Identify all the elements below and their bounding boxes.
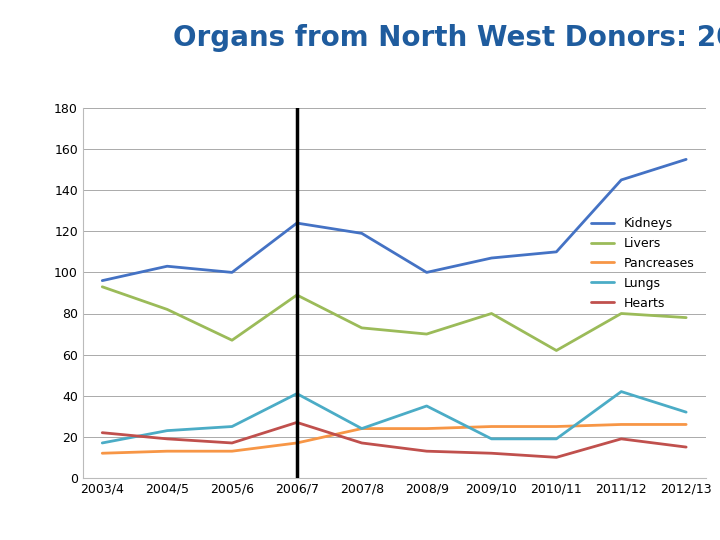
Pancreases [617,421,626,428]
Hearts [487,450,496,456]
Hearts [682,444,690,450]
Text: Organs from North West Donors: 2003-13: Organs from North West Donors: 2003-13 [173,24,720,52]
Lungs [228,423,236,430]
Hearts [228,440,236,446]
Livers [357,325,366,331]
Pancreases [487,423,496,430]
Text: 9: 9 [699,510,709,524]
Lungs [487,436,496,442]
Kidneys [423,269,431,275]
Lungs [552,436,561,442]
Hearts [292,419,301,426]
Pancreases [552,423,561,430]
Line: Hearts: Hearts [102,422,686,457]
Lungs [292,390,301,397]
Line: Livers: Livers [102,287,686,350]
Livers [617,310,626,317]
Lungs [98,440,107,446]
Pancreases [357,426,366,432]
Kidneys [292,220,301,226]
Text: Organ Donation Past, Present and Future: Organ Donation Past, Present and Future [11,510,366,524]
Kidneys [98,278,107,284]
Pancreases [423,426,431,432]
Line: Kidneys: Kidneys [102,159,686,281]
Pancreases [228,448,236,455]
Kidneys [357,230,366,237]
Livers [98,284,107,290]
Hearts [423,448,431,455]
Livers [552,347,561,354]
Kidneys [682,156,690,163]
Kidneys [228,269,236,275]
Livers [228,337,236,343]
Lungs [617,388,626,395]
Line: Pancreases: Pancreases [102,424,686,453]
Pancreases [292,440,301,446]
Hearts [98,429,107,436]
Pancreases [163,448,171,455]
Kidneys [163,263,171,269]
Kidneys [617,177,626,183]
Livers [163,306,171,313]
Lungs [357,426,366,432]
Kidneys [487,255,496,261]
Livers [682,314,690,321]
Livers [423,331,431,338]
Lungs [682,409,690,415]
Pancreases [98,450,107,456]
Line: Lungs: Lungs [102,392,686,443]
Kidneys [552,248,561,255]
Livers [487,310,496,317]
Pancreases [682,421,690,428]
Lungs [163,427,171,434]
Livers [292,292,301,298]
Hearts [163,436,171,442]
Lungs [423,403,431,409]
Legend: Kidneys, Livers, Pancreases, Lungs, Hearts: Kidneys, Livers, Pancreases, Lungs, Hear… [586,212,699,315]
Hearts [552,454,561,461]
Hearts [617,436,626,442]
Hearts [357,440,366,446]
